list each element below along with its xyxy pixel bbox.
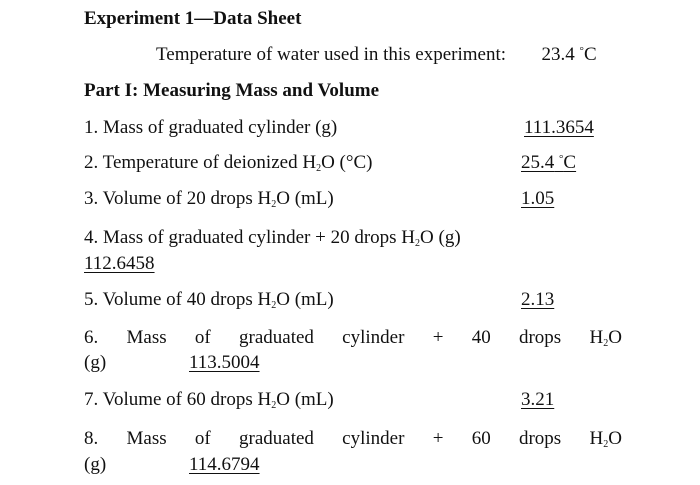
item-number: 2. [84, 152, 99, 173]
section-title: Part I: Measuring Mass and Volume [84, 80, 380, 101]
item-word: Mass [126, 327, 167, 348]
item-1-label: 1. Mass of graduated cylinder (g) [84, 117, 337, 139]
page-title: Experiment 1—Data Sheet [84, 8, 302, 29]
item-word: drops [518, 327, 562, 348]
item-number: 7. [84, 389, 99, 410]
item-6-unit: (g) [84, 352, 107, 373]
subscript: 2 [271, 400, 277, 411]
item-word: of [194, 428, 211, 449]
item-2-label: 2. Temperature of deionized H2O (°C) [84, 152, 372, 174]
item-number: 5. [84, 289, 99, 310]
subscript: 2 [415, 238, 421, 249]
item-text: O (mL) [276, 188, 334, 209]
item-word: drops [518, 428, 562, 449]
item-text: Temperature of deionized H [102, 152, 317, 173]
subscript: 2 [271, 199, 277, 210]
item-6-label: 6. Mass of graduated cylinder + 40 drops… [84, 327, 622, 349]
item-text: Volume of 60 drops H [102, 389, 272, 410]
item-5-value: 2.13 [521, 289, 555, 310]
item-4-value: 112.6458 [84, 253, 155, 274]
item-4-label: 4. Mass of graduated cylinder + 20 drops… [84, 227, 461, 249]
item-text: O (°C) [321, 152, 373, 173]
item-number: 6. [84, 327, 99, 348]
item-text: O (mL) [276, 389, 334, 410]
item-7-label: 7. Volume of 60 drops H2O (mL) [84, 389, 334, 411]
item-word: graduated [239, 327, 314, 348]
subscript: 2 [271, 300, 277, 311]
temperature-unit: C [583, 44, 597, 65]
degree-symbol: ° [579, 45, 584, 57]
item-6-value: 113.5004 [189, 352, 260, 373]
item-text: Volume of 40 drops H [102, 289, 272, 310]
temperature-label: Temperature of water used in this experi… [156, 44, 507, 65]
item-word: 40 [471, 327, 491, 348]
item-word-h2o: H2O [589, 327, 622, 349]
subscript: 2 [316, 163, 322, 174]
item-word: cylinder [342, 428, 405, 449]
item-text: Volume of 20 drops H [102, 188, 272, 209]
item-1-value: 111.3654 [524, 117, 594, 138]
item-text: O (g) [420, 227, 461, 248]
item-number: 3. [84, 188, 99, 209]
temperature-line: Temperature of water used in this experi… [156, 44, 597, 66]
item-3-label: 3. Volume of 20 drops H2O (mL) [84, 188, 334, 210]
item-word: graduated [239, 428, 314, 449]
item-word: + [432, 428, 444, 449]
item-word: + [432, 327, 444, 348]
item-8-unit: (g) [84, 454, 107, 475]
item-word: of [194, 327, 211, 348]
item-number: 1. [84, 117, 99, 138]
degree-symbol: ° [559, 153, 564, 165]
value-unit: C [563, 152, 577, 173]
item-word: 60 [471, 428, 491, 449]
item-5-label: 5. Volume of 40 drops H2O (mL) [84, 289, 334, 311]
item-number: 8. [84, 428, 99, 449]
item-word-h2o: H2O [589, 428, 622, 450]
item-text: Mass of graduated cylinder + 20 drops H [103, 227, 416, 248]
item-7-value: 3.21 [521, 389, 555, 410]
item-word: Mass [126, 428, 167, 449]
item-8-label: 8. Mass of graduated cylinder + 60 drops… [84, 428, 622, 450]
item-text: Mass of graduated cylinder (g) [103, 117, 338, 138]
item-2-value: 25.4 °C [521, 152, 576, 174]
value-number: 25.4 [521, 152, 555, 173]
item-8-value: 114.6794 [189, 454, 260, 475]
item-text: O (mL) [276, 289, 334, 310]
item-3-value: 1.05 [521, 188, 555, 209]
temperature-value: 23.4 [541, 44, 575, 65]
item-number: 4. [84, 227, 99, 248]
item-word: cylinder [342, 327, 405, 348]
